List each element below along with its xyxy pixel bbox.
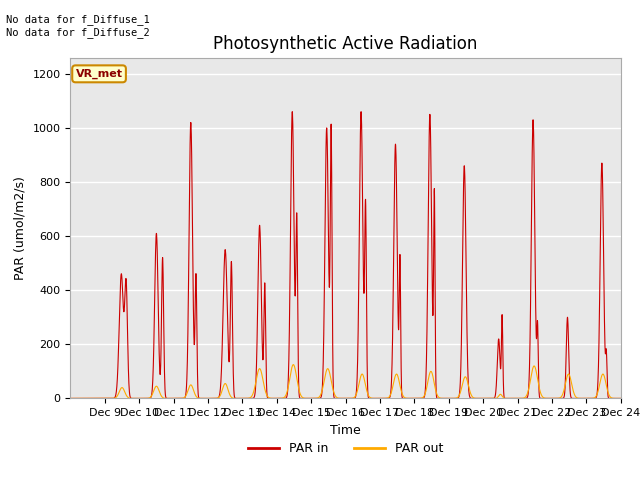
Y-axis label: PAR (umol/m2/s): PAR (umol/m2/s) — [14, 176, 27, 280]
Title: Photosynthetic Active Radiation: Photosynthetic Active Radiation — [213, 35, 478, 53]
Text: VR_met: VR_met — [76, 69, 123, 79]
Text: No data for f_Diffuse_1
No data for f_Diffuse_2: No data for f_Diffuse_1 No data for f_Di… — [6, 14, 150, 38]
Legend: PAR in, PAR out: PAR in, PAR out — [243, 437, 448, 460]
X-axis label: Time: Time — [330, 424, 361, 437]
